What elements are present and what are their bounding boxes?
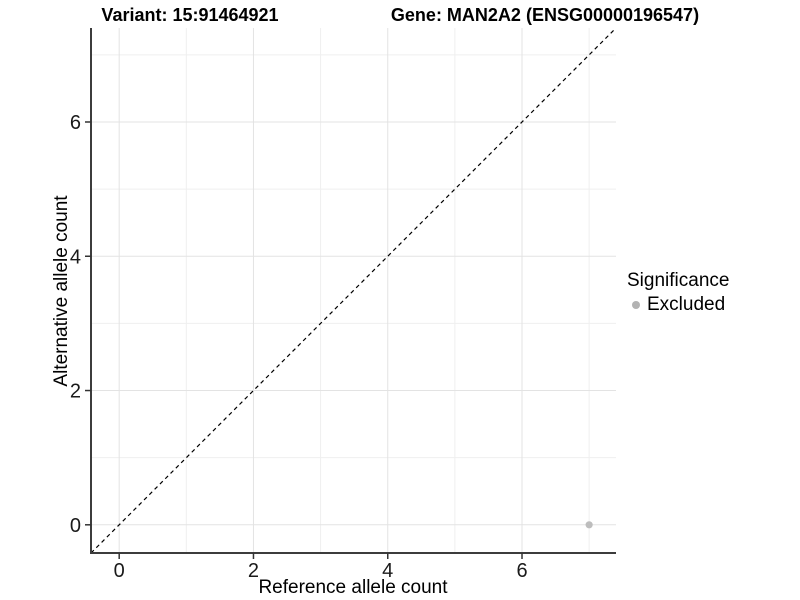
y-tick-label: 0 bbox=[70, 515, 81, 537]
x-axis-title: Reference allele count bbox=[258, 577, 448, 598]
data-point bbox=[585, 521, 593, 529]
x-tick-label: 0 bbox=[114, 560, 125, 582]
legend-entry-label: Excluded bbox=[647, 294, 726, 315]
plot-title-gene: Gene: MAN2A2 (ENSG00000196547) bbox=[390, 5, 700, 25]
legend-key-dot-icon bbox=[632, 301, 640, 309]
legend: Significance Excluded bbox=[627, 269, 729, 316]
y-axis-title: Alternative allele count bbox=[51, 195, 72, 387]
identity-dashed-line bbox=[90, 27, 617, 554]
legend-title: Significance bbox=[627, 270, 730, 291]
x-tick-label: 6 bbox=[516, 560, 527, 582]
legend-entry-excluded: Excluded bbox=[627, 294, 729, 316]
x-tick-label: 4 bbox=[382, 560, 393, 582]
x-tick-label: 2 bbox=[248, 560, 259, 582]
y-tick-label: 4 bbox=[70, 246, 81, 268]
y-tick-label: 2 bbox=[70, 381, 81, 403]
plot-title-variant: Variant: 15:91464921 bbox=[101, 5, 279, 25]
y-tick-label: 6 bbox=[70, 112, 81, 134]
